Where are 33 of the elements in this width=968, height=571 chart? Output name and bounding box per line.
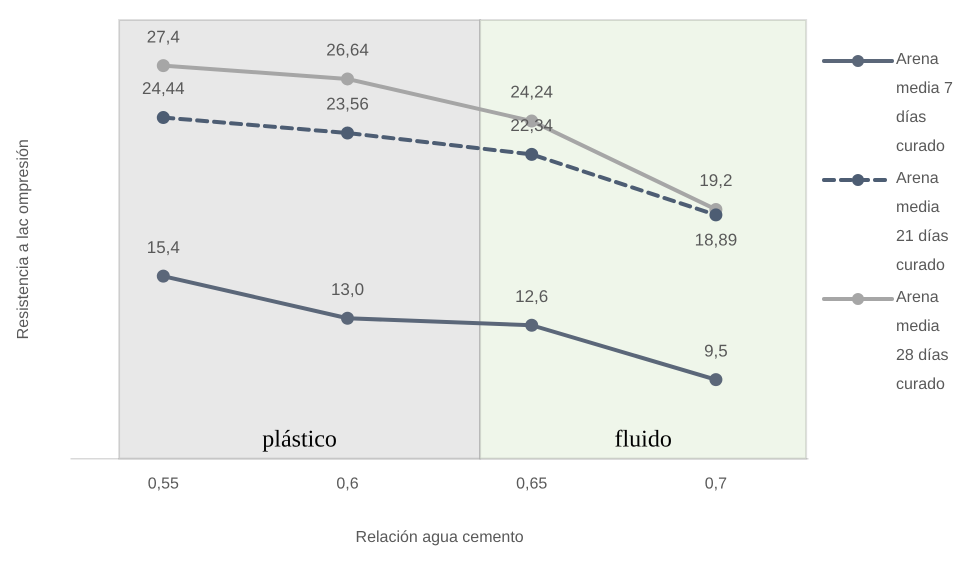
point [709,208,722,222]
data-label: 15,4 [146,238,180,257]
data-label: 22,34 [510,116,553,136]
data-label: 18,89 [694,230,738,250]
point [156,59,170,72]
x-tick-label: 0,55 [148,476,179,493]
data-label: 13,0 [330,280,364,299]
data-label: 19,2 [699,171,732,190]
point [525,148,538,161]
band-label: fluido [614,426,672,453]
point [156,270,170,283]
data-label: 27,4 [146,27,180,46]
data-label: 9,5 [704,341,728,360]
point [341,126,354,140]
x-axis-title: Relación agua cemento [356,528,524,546]
band-label: plástico [262,426,337,453]
y-axis-title: Resistencia a lac ompresión [15,139,32,340]
point [156,111,170,124]
legend-label: Arena media 21 días curado [896,169,950,276]
x-tick-label: 0,7 [704,476,728,493]
data-label: 24,44 [142,79,185,98]
legend-label: Arena media 28 días curado [896,288,950,395]
data-label: 26,64 [326,40,369,60]
data-label: 12,6 [515,286,548,306]
point [341,72,354,86]
legend-label: Arena media 7 días curado [896,50,954,157]
x-tick-label: 0,65 [516,476,548,493]
x-tick-label: 0,6 [336,476,359,493]
point [341,312,354,325]
point [709,373,722,386]
data-label: 23,56 [326,94,369,114]
point [525,318,538,332]
data-label: 24,24 [510,82,553,102]
